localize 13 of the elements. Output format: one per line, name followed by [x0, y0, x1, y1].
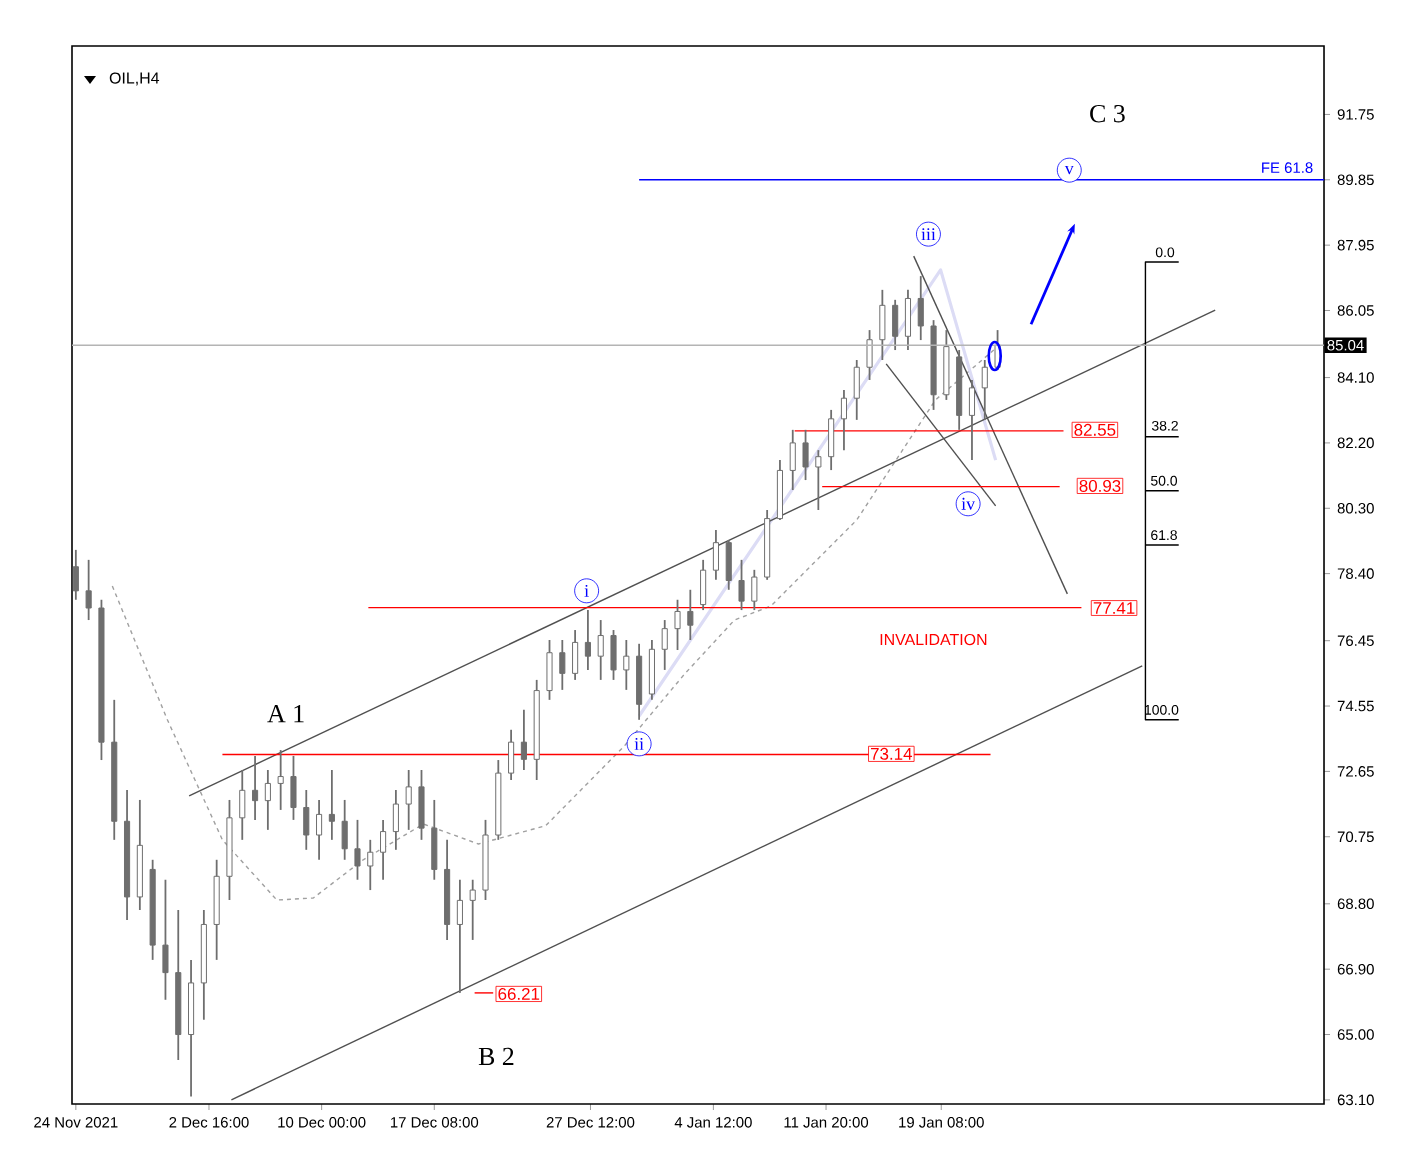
annotation: B 2 — [478, 1047, 514, 1065]
annotation: 82.55 — [1074, 423, 1116, 436]
annotation: iii — [921, 228, 936, 241]
annotation: 77.41 — [1093, 602, 1135, 614]
annotation: iv — [961, 497, 976, 510]
annotation: C 3 — [1090, 104, 1125, 123]
annotation: 80.93 — [1079, 479, 1121, 492]
annotation: 73.14 — [871, 747, 913, 760]
annotation: A 1 — [267, 705, 304, 723]
annotation: ii — [634, 737, 644, 750]
annotation: v — [1064, 165, 1074, 175]
annotation: i — [584, 584, 589, 597]
annotation: 66.21 — [498, 987, 540, 1000]
